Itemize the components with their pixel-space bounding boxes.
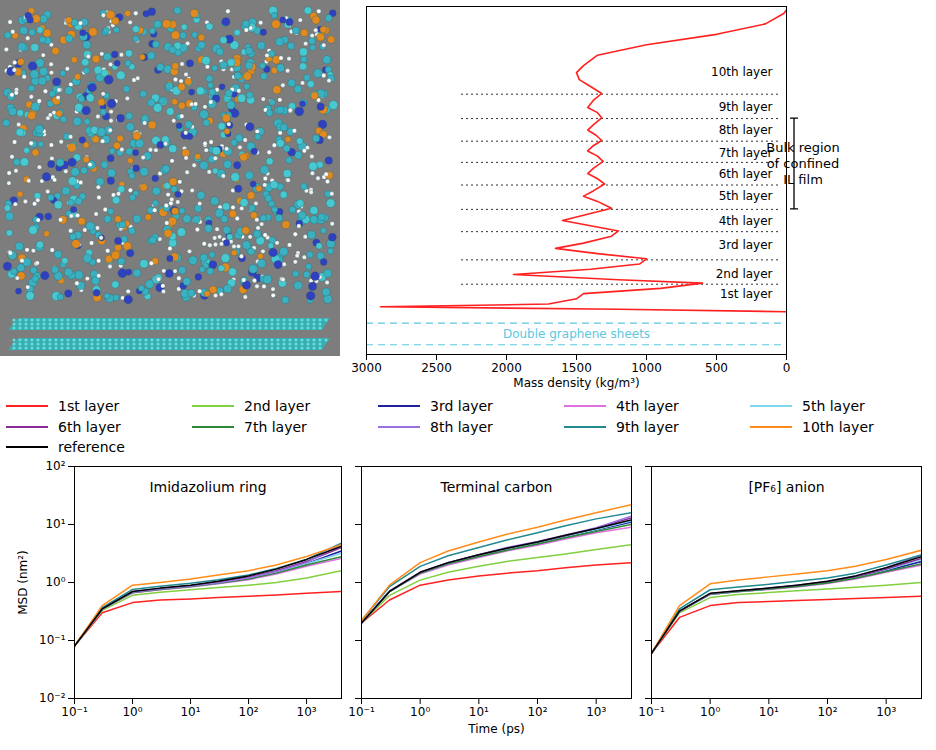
svg-text:7th layer: 7th layer xyxy=(719,146,773,160)
svg-text:10⁻¹: 10⁻¹ xyxy=(638,705,665,719)
svg-text:Bulk regionof confinedIL film: Bulk regionof confinedIL film xyxy=(766,140,840,187)
svg-text:0: 0 xyxy=(783,361,791,375)
html-text:7th layer: 7th layer xyxy=(244,418,307,435)
svg-text:5th layer: 5th layer xyxy=(719,189,773,203)
svg-text:6th layer: 6th layer xyxy=(719,167,773,181)
svg-text:10⁻²: 10⁻² xyxy=(39,691,66,705)
svg-text:2nd layer: 2nd layer xyxy=(716,267,773,281)
html-text:10th layer: 10th layer xyxy=(802,418,874,435)
svg-text:10¹: 10¹ xyxy=(759,705,779,719)
svg-text:10⁰: 10⁰ xyxy=(122,705,142,719)
svg-text:Time (ps): Time (ps) xyxy=(467,722,524,736)
svg-text:10³: 10³ xyxy=(876,705,896,719)
html-text:5th layer: 5th layer xyxy=(802,398,865,414)
svg-text:MSD (nm²): MSD (nm²) xyxy=(16,550,30,615)
svg-text:10¹: 10¹ xyxy=(469,705,489,719)
html-text:3rd layer: 3rd layer xyxy=(430,398,493,414)
svg-text:Imidazolium ring: Imidazolium ring xyxy=(149,479,266,495)
svg-text:10⁻¹: 10⁻¹ xyxy=(61,705,88,719)
svg-text:Terminal carbon: Terminal carbon xyxy=(440,479,553,495)
html-text:6th layer: 6th layer xyxy=(58,418,121,435)
svg-text:10²: 10² xyxy=(239,705,259,719)
svg-text:9th layer: 9th layer xyxy=(719,100,773,114)
svg-text:10²: 10² xyxy=(527,705,547,719)
html-text:1st layer: 1st layer xyxy=(58,398,120,414)
svg-text:10th layer: 10th layer xyxy=(711,65,773,79)
html-text:8th layer: 8th layer xyxy=(430,418,493,435)
svg-text:1000: 1000 xyxy=(631,361,662,375)
svg-text:1st layer: 1st layer xyxy=(720,287,773,301)
svg-text:10⁻¹: 10⁻¹ xyxy=(39,633,66,647)
svg-text:10³: 10³ xyxy=(297,705,317,719)
svg-text:Mass density (kg/m³): Mass density (kg/m³) xyxy=(513,376,639,390)
html-text:9th layer: 9th layer xyxy=(616,418,679,435)
svg-text:[PF₆] anion: [PF₆] anion xyxy=(748,479,824,495)
svg-text:4th layer: 4th layer xyxy=(719,214,773,228)
svg-text:3rd layer: 3rd layer xyxy=(719,238,773,252)
svg-text:10²: 10² xyxy=(45,459,65,473)
svg-text:1500: 1500 xyxy=(561,361,592,375)
svg-text:3000: 3000 xyxy=(351,361,382,375)
svg-text:2500: 2500 xyxy=(421,361,452,375)
svg-text:10⁰: 10⁰ xyxy=(700,705,720,719)
svg-text:10⁰: 10⁰ xyxy=(410,705,430,719)
svg-text:500: 500 xyxy=(705,361,728,375)
html-text:2nd layer: 2nd layer xyxy=(244,398,311,414)
svg-text:8th layer: 8th layer xyxy=(719,123,773,137)
html-text:4th layer: 4th layer xyxy=(616,398,679,414)
svg-text:2000: 2000 xyxy=(491,361,522,375)
svg-text:10³: 10³ xyxy=(586,705,606,719)
svg-text:Double graphene sheets: Double graphene sheets xyxy=(503,327,650,341)
svg-text:10¹: 10¹ xyxy=(180,705,200,719)
svg-text:10¹: 10¹ xyxy=(45,517,65,531)
svg-text:10²: 10² xyxy=(817,705,837,719)
svg-text:10⁻¹: 10⁻¹ xyxy=(348,705,375,719)
html-text:reference: reference xyxy=(58,439,125,456)
svg-text:10⁰: 10⁰ xyxy=(45,575,65,589)
